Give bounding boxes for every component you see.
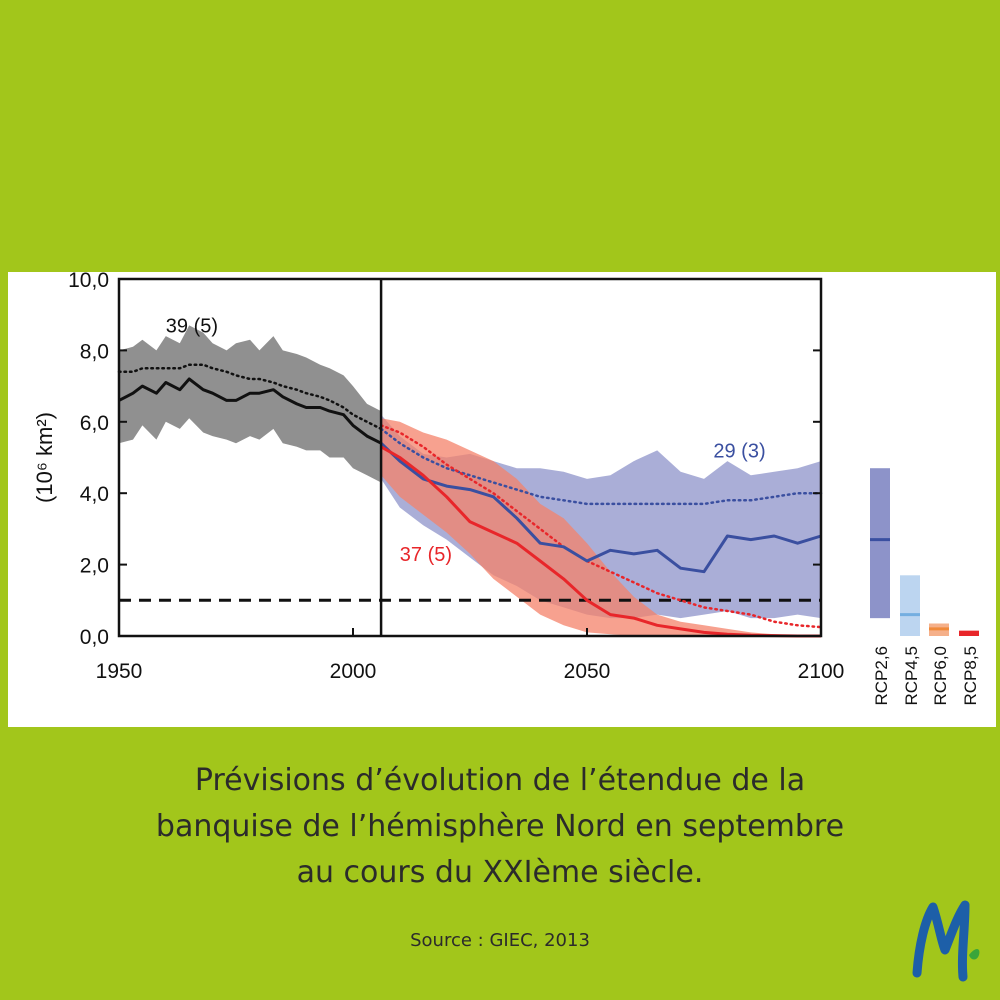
model-mean-line-rcp85: [379, 424, 823, 629]
band-historical: [119, 325, 382, 483]
model-mean-line-historical: [117, 363, 383, 431]
annotation-label: 39 (5): [166, 316, 218, 338]
band-rcp85: [381, 418, 821, 636]
y-tick-label: 0,0: [80, 626, 109, 649]
source-credit: Source : GIEC, 2013: [410, 930, 590, 951]
caption-line-1: Prévisions d’évolution de l’étendue de l…: [194, 763, 806, 798]
scenario-range-bar-1: [900, 575, 920, 636]
caption-line-2: banquise de l’hémisphère Nord en septemb…: [155, 809, 845, 844]
scenario-range-bar-0: [870, 468, 890, 619]
annotation-label: 37 (5): [400, 544, 452, 566]
x-tick-label: 2000: [330, 660, 377, 683]
caption-line-3: au cours du XXIème siècle.: [296, 855, 704, 890]
annotation-label: 29 (3): [713, 441, 765, 463]
brand-logo-icon: [912, 900, 980, 982]
scenario-label: RCP6,0: [931, 646, 950, 706]
y-tick-label: 2,0: [80, 555, 109, 578]
y-axis-label: (10⁶ km²): [32, 412, 57, 503]
plot-frame: [117, 277, 823, 638]
x-tick-label: 1950: [96, 660, 143, 683]
y-tick-label: 4,0: [80, 483, 109, 506]
sea-ice-extent-chart: 0,0 2,0 4,0 6,0 8,0 10,0 1950 2000 2050 2100 (10⁶ …: [32, 272, 980, 706]
chart-panel: 0,0 2,0 4,0 6,0 8,0 10,0 1950 2000 2050 2100 (10⁶ …: [8, 272, 996, 727]
mean-line-historical: [118, 377, 382, 445]
chart-caption: Prévisions d’évolution de l’étendue de l…: [100, 758, 900, 896]
scenario-label: RCP2,6: [872, 646, 891, 706]
x-tick-label: 2100: [798, 660, 845, 683]
mean-line-rcp26: [380, 442, 822, 574]
y-tick-label: 8,0: [80, 340, 109, 363]
y-tick-label: 6,0: [80, 412, 109, 435]
y-tick-label: 10,0: [68, 272, 109, 292]
scenario-label: RCP4,5: [902, 646, 921, 706]
scenario-label: RCP8,5: [961, 646, 980, 706]
x-tick-label: 2050: [564, 660, 611, 683]
model-mean-line-rcp26: [379, 427, 823, 506]
